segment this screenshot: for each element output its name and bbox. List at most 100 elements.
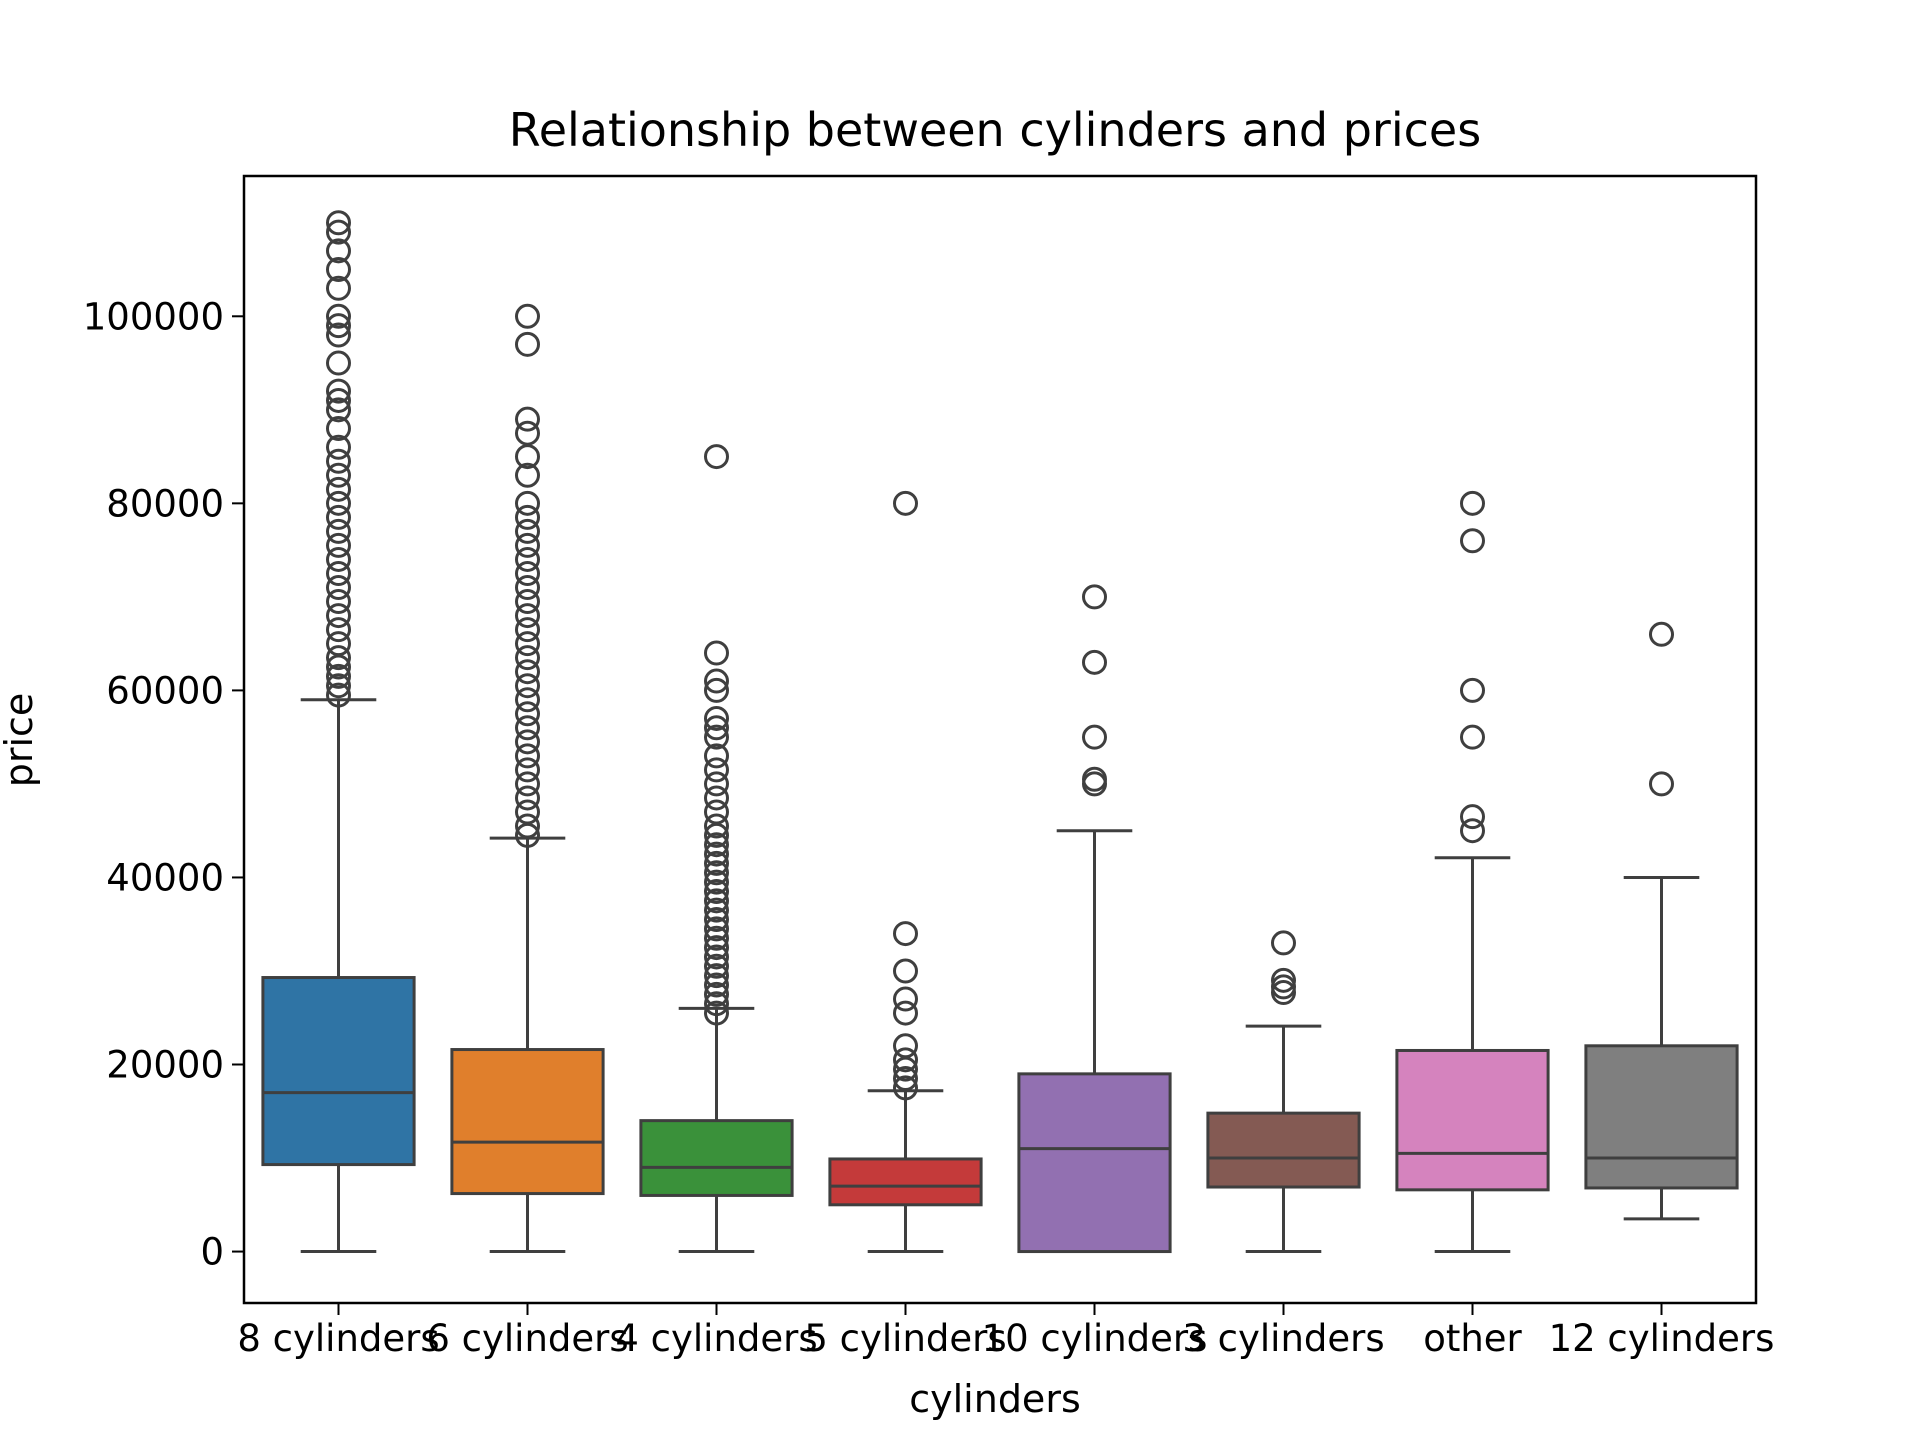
outlier-point [704,813,729,839]
outlier-point [704,991,729,1017]
box-group [1584,621,1739,1221]
outlier-point [704,715,729,741]
outlier-point [704,878,729,904]
outlier-point [704,972,729,998]
box-group [1395,490,1550,1254]
outlier-point [326,518,351,544]
outlier-point [515,813,540,839]
outlier-point [704,771,729,797]
box-group [639,444,794,1254]
outlier-point [893,1033,918,1059]
outlier-point [515,771,540,797]
outlier-point [326,378,351,404]
outlier-point [704,925,729,951]
outlier-point [893,1066,918,1092]
x-tick-label: 4 cylinders [615,1317,817,1360]
outlier-point [704,953,729,979]
outlier-point [326,560,351,586]
outlier-point [515,575,540,601]
box [1584,1044,1739,1190]
outlier-point [1649,621,1674,647]
outlier-point [515,701,540,727]
outlier-point [326,631,351,657]
outlier-point [515,560,540,586]
x-tick-label: other [1423,1317,1522,1360]
outlier-point [704,935,729,961]
outlier-point [1271,967,1296,993]
outlier-point [515,490,540,516]
outlier-point [704,668,729,694]
y-axis-title: price [0,693,41,788]
outlier-point [326,350,351,376]
outlier-point [326,617,351,643]
outlier-point [704,850,729,876]
outlier-point [1649,771,1674,797]
outlier-point [704,444,729,470]
outlier-point [704,963,729,989]
outlier-point [1460,528,1485,554]
outlier-point [704,757,729,783]
outlier-point [704,869,729,895]
outlier-point [326,313,351,339]
outlier-point [1082,724,1107,750]
box-group [450,303,605,1254]
outlier-point [1460,818,1485,844]
outlier-point [326,476,351,502]
outlier-point [326,603,351,629]
box [639,1119,794,1197]
outlier-point [515,659,540,685]
outlier-point [326,663,351,689]
outlier-point [515,757,540,783]
outlier-point [326,275,351,301]
outlier-point [326,303,351,329]
outlier-point [704,981,729,1007]
outlier-point [704,944,729,970]
outlier-point [1271,930,1296,956]
outlier-point [515,645,540,671]
outlier-point [704,677,729,703]
outlier-point [326,546,351,572]
outlier-point [1460,677,1485,703]
plot-area: 0 20000 40000 60000 80000 100000 8 cylinders6 … [83,174,1774,1360]
outlier-point [515,532,540,558]
outlier-point [704,640,729,666]
outlier-point [1460,804,1485,830]
outlier-point [515,687,540,713]
outlier-point [326,238,351,264]
box-group [261,210,416,1254]
outlier-point [515,729,540,755]
y-tick-label: 60000 [106,669,224,712]
outlier-point [515,617,540,643]
y-tick-label: 20000 [106,1044,224,1087]
outlier-point [515,420,540,446]
box [828,1157,983,1207]
outlier-point [515,785,540,811]
outlier-point [893,1000,918,1026]
x-tick-label: 8 cylinders [237,1317,439,1360]
outlier-point [515,331,540,357]
outlier-point [515,743,540,769]
outlier-point [1271,974,1296,1000]
box [261,976,416,1167]
outlier-point [326,673,351,699]
outlier-point [326,416,351,442]
y-tick-label: 100000 [83,295,224,338]
outlier-point [515,546,540,572]
box [1395,1048,1550,1192]
outlier-point [1082,766,1107,792]
outlier-point [1082,649,1107,675]
outlier-point [893,1075,918,1101]
outlier-point [704,860,729,886]
outlier-point [704,888,729,914]
outlier-point [1460,490,1485,516]
box [1017,1072,1172,1254]
outlier-point [515,504,540,530]
outlier-point [704,916,729,942]
x-tick-label: 5 cylinders [804,1317,1006,1360]
x-tick-label: 3 cylinders [1182,1317,1384,1360]
outlier-point [704,799,729,825]
outlier-point [893,490,918,516]
outlier-point [326,387,351,413]
outlier-point [326,532,351,558]
